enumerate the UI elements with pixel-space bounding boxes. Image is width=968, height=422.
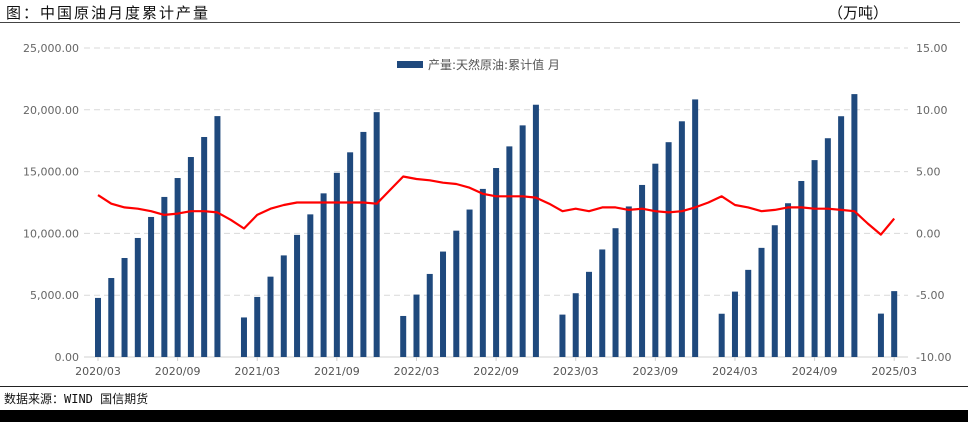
- line-series: [97, 175, 896, 236]
- bar: [479, 188, 486, 357]
- left-y-tick: 15,000.00: [23, 166, 79, 179]
- right-y-axis: -10.00 -5.00 0.00 5.00 10.00 15.00: [916, 42, 951, 364]
- bar: [333, 172, 340, 357]
- right-y-tick: -10.00: [916, 351, 951, 364]
- bar: [280, 255, 287, 357]
- left-y-tick: 20,000.00: [23, 104, 79, 117]
- data-source: 数据来源：WIND 国信期货: [4, 392, 149, 406]
- x-tick-label: 2020/03: [75, 365, 121, 378]
- legend-label: 产量:天然原油:累计值 月: [428, 57, 560, 72]
- right-y-tick: -5.00: [916, 289, 944, 302]
- right-y-tick: 5.00: [916, 166, 941, 179]
- x-tick-label: 2022/09: [473, 365, 519, 378]
- bar-series: [95, 94, 898, 358]
- bar: [373, 112, 380, 357]
- bar: [718, 313, 725, 357]
- figure-title: 图：中国原油月度累计产量: [6, 4, 211, 22]
- bar: [678, 121, 685, 357]
- bar: [400, 315, 407, 357]
- unit-label: （万吨）: [828, 4, 889, 22]
- bar: [824, 138, 831, 357]
- bar: [307, 214, 314, 357]
- bar: [440, 251, 447, 357]
- bar: [532, 104, 539, 358]
- bar: [692, 99, 699, 357]
- bar: [426, 273, 433, 357]
- x-tick-label: 2024/03: [712, 365, 758, 378]
- left-y-tick: 25,000.00: [23, 42, 79, 55]
- x-tick-label: 2025/03: [871, 365, 917, 378]
- x-axis: 2020/03 2020/09 2021/03 2021/09 2022/03 2022/…: [75, 357, 917, 378]
- chart: 0.00 5,000.00 10,000.00 15,000.00 20,000.00 2…: [23, 42, 951, 378]
- bar: [877, 313, 884, 357]
- bar: [360, 131, 367, 357]
- bar: [798, 180, 805, 357]
- bar: [599, 249, 606, 357]
- bar: [851, 94, 858, 358]
- left-y-axis: 0.00 5,000.00 10,000.00 15,000.00 20,000.00 2…: [23, 42, 79, 364]
- bar: [453, 230, 460, 357]
- bar: [214, 116, 221, 357]
- bar: [585, 271, 592, 357]
- title-underline: [0, 22, 960, 23]
- bar: [174, 178, 181, 357]
- right-y-tick: 15.00: [916, 42, 948, 55]
- bar: [758, 247, 765, 357]
- bar: [771, 225, 778, 357]
- bar: [121, 257, 128, 357]
- right-y-tick: 0.00: [916, 227, 941, 240]
- bar: [413, 294, 420, 357]
- bar: [493, 168, 500, 357]
- left-y-tick: 0.00: [55, 351, 80, 364]
- bar: [838, 116, 845, 357]
- x-tick-label: 2024/09: [792, 365, 838, 378]
- bar: [572, 293, 579, 357]
- x-tick-label: 2022/03: [394, 365, 440, 378]
- bar: [652, 163, 659, 357]
- legend: 产量:天然原油:累计值 月: [397, 57, 560, 72]
- right-y-tick: 10.00: [916, 104, 948, 117]
- bar: [240, 317, 247, 357]
- bar: [519, 125, 526, 357]
- bar: [161, 196, 168, 357]
- yoy-line: [97, 175, 896, 236]
- cropped-text-band: [0, 410, 968, 422]
- bar: [187, 157, 194, 357]
- bar: [506, 146, 513, 357]
- bar: [785, 203, 792, 357]
- bar: [108, 278, 115, 357]
- bar: [731, 291, 738, 357]
- bar: [891, 291, 898, 357]
- bar: [811, 160, 818, 357]
- left-y-tick: 5,000.00: [30, 289, 79, 302]
- x-tick-label: 2021/03: [234, 365, 280, 378]
- x-tick-label: 2023/03: [553, 365, 599, 378]
- x-tick-label: 2023/09: [632, 365, 678, 378]
- bar: [134, 237, 141, 357]
- bar: [95, 297, 101, 357]
- x-tick-label: 2021/09: [314, 365, 360, 378]
- bar: [466, 209, 473, 357]
- source-divider: [0, 386, 968, 387]
- bar: [148, 216, 155, 357]
- left-y-tick: 10,000.00: [23, 227, 79, 240]
- bar: [201, 136, 208, 357]
- legend-swatch: [397, 61, 423, 68]
- bar: [665, 142, 672, 357]
- bar: [559, 314, 566, 357]
- bar: [294, 234, 301, 357]
- bar: [745, 269, 752, 357]
- bar: [612, 228, 619, 357]
- bar: [625, 206, 632, 357]
- bar: [639, 184, 646, 357]
- bar: [254, 296, 261, 357]
- bar: [320, 193, 327, 357]
- bar: [347, 152, 354, 357]
- bar: [267, 276, 274, 357]
- x-tick-label: 2020/09: [155, 365, 201, 378]
